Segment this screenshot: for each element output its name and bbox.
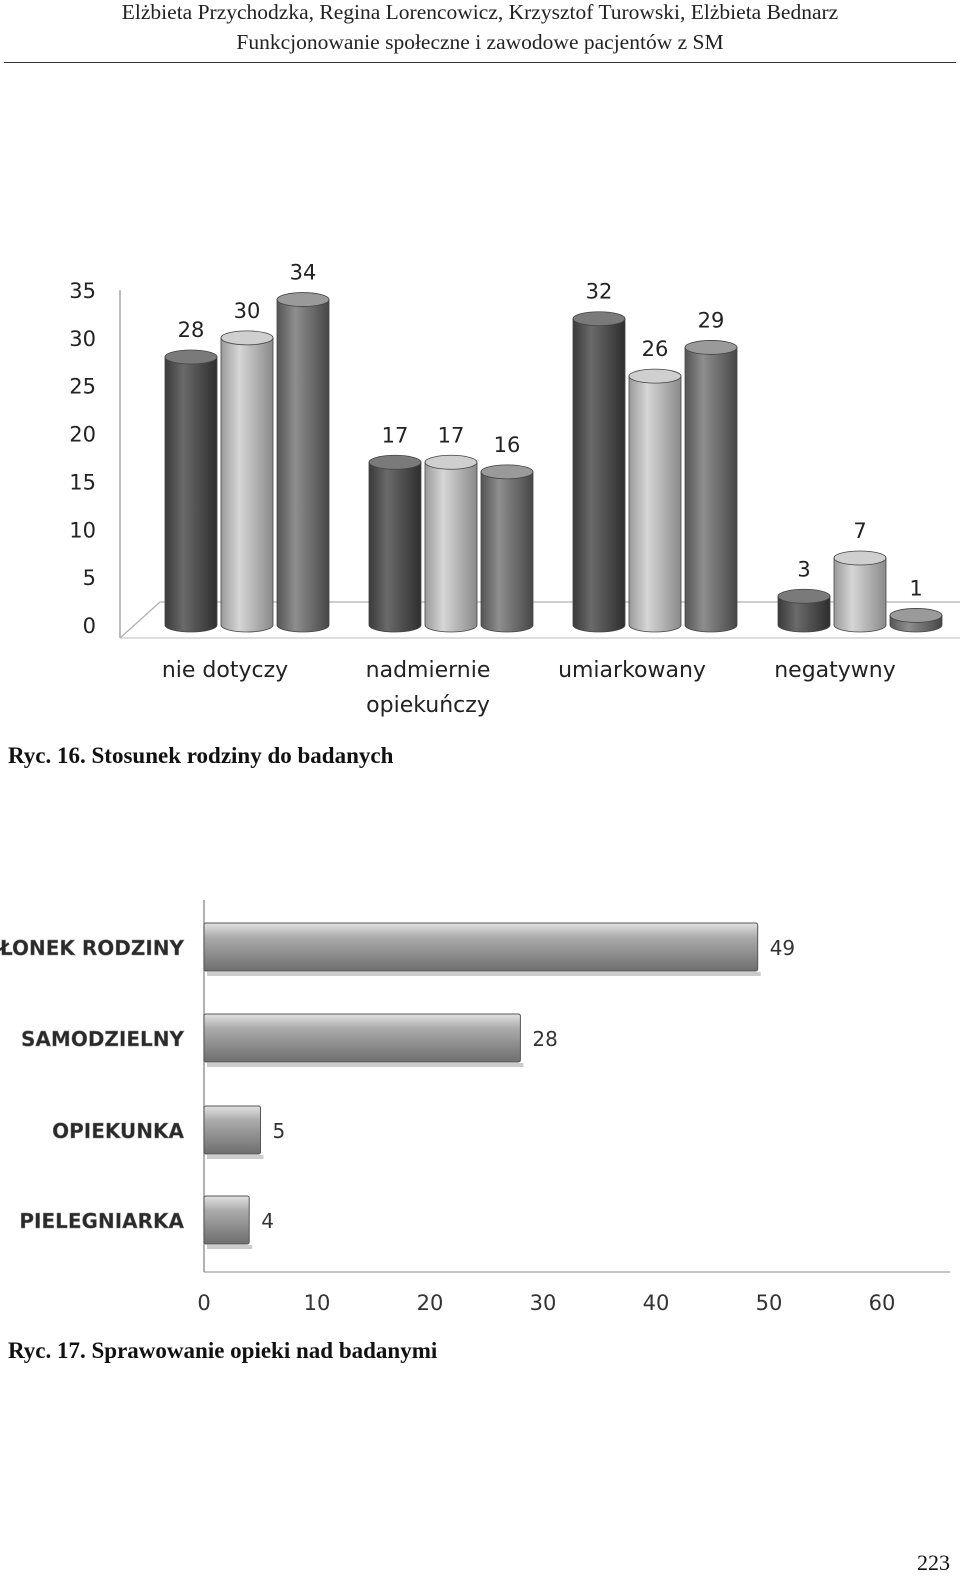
bar bbox=[203, 1105, 261, 1155]
bar-cap bbox=[368, 454, 422, 470]
y-tick-label: 35 bbox=[69, 279, 96, 303]
data-label: 32 bbox=[586, 280, 613, 304]
page-number: 223 bbox=[917, 1550, 950, 1575]
data-label: 34 bbox=[290, 261, 317, 285]
bar bbox=[203, 922, 759, 972]
category-label: PIELEGNIARKA bbox=[19, 1209, 184, 1233]
data-label: 3 bbox=[797, 557, 810, 581]
y-tick-label: 30 bbox=[69, 327, 96, 351]
x-tick-label: 60 bbox=[869, 1291, 896, 1315]
bar bbox=[368, 461, 422, 633]
header-rule bbox=[4, 62, 956, 63]
data-label: 28 bbox=[178, 318, 205, 342]
bar bbox=[480, 471, 534, 633]
bar bbox=[833, 557, 887, 633]
category-label: negatywny bbox=[774, 658, 896, 683]
category-label: nie dotyczy bbox=[162, 658, 288, 683]
data-label: 29 bbox=[698, 308, 725, 332]
data-label: 30 bbox=[234, 299, 261, 323]
y-tick-label: 15 bbox=[69, 470, 96, 494]
category-label: umiarkowany bbox=[558, 658, 706, 683]
y-axis: 0 5 10 15 20 25 30 35 bbox=[69, 279, 960, 639]
chart-care-provision: 0 10 20 30 40 50 60 49 CZŁONEK RODZINY 28 SAMODZIE… bbox=[0, 900, 950, 1315]
data-label: 17 bbox=[382, 423, 409, 447]
category-label: nadmiernie bbox=[366, 658, 491, 683]
bar-cap bbox=[572, 311, 626, 327]
x-tick-label: 20 bbox=[417, 1291, 444, 1315]
header-authors: Elżbieta Przychodzka, Regina Lorencowicz… bbox=[121, 0, 839, 24]
y-tick-label: 5 bbox=[83, 566, 96, 590]
category-label: SAMODZIELNY bbox=[21, 1027, 184, 1051]
x-tick-label: 50 bbox=[756, 1291, 783, 1315]
chart-family-attitude: 0 5 10 15 20 25 30 35 28 17 32 3 30 17 26 7 34 16 29 1 nie d… bbox=[69, 261, 960, 718]
bar-row: 4 PIELEGNIARKA bbox=[19, 1195, 274, 1249]
bar-cap bbox=[276, 292, 330, 307]
data-label: 5 bbox=[273, 1119, 286, 1143]
category-label: CZŁONEK RODZINY bbox=[0, 936, 185, 960]
bar bbox=[777, 595, 831, 633]
series-3: 34 16 29 1 bbox=[276, 261, 943, 633]
data-label: 1 bbox=[909, 576, 922, 600]
series-2: 30 17 26 7 bbox=[220, 299, 887, 633]
bar bbox=[164, 356, 218, 633]
bar-row: 28 SAMODZIELNY bbox=[21, 1013, 558, 1067]
data-label: 28 bbox=[532, 1027, 557, 1051]
x-tick-label: 0 bbox=[197, 1291, 210, 1315]
data-label: 4 bbox=[261, 1209, 274, 1233]
bar-shadow bbox=[207, 1155, 264, 1159]
bar-cap bbox=[424, 454, 478, 470]
bar-cap bbox=[220, 330, 274, 346]
x-tick-label: 40 bbox=[643, 1291, 670, 1315]
data-label: 16 bbox=[494, 433, 521, 457]
header-title: Funkcjonowanie społeczne i zawodowe pacj… bbox=[236, 30, 724, 54]
x-tick-label: 30 bbox=[530, 1291, 557, 1315]
axes: 0 10 20 30 40 50 60 bbox=[197, 900, 950, 1315]
y-tick-label: 25 bbox=[69, 375, 96, 399]
y-tick-label: 20 bbox=[69, 423, 96, 447]
bar bbox=[276, 299, 330, 633]
bar bbox=[203, 1195, 250, 1245]
bar-cap bbox=[684, 340, 738, 355]
bar-cap bbox=[480, 464, 534, 480]
bar-cap bbox=[164, 349, 218, 365]
bar bbox=[203, 1013, 521, 1063]
x-tick-label: 10 bbox=[304, 1291, 331, 1315]
bar-cap bbox=[628, 368, 682, 384]
data-label: 26 bbox=[642, 337, 669, 361]
figure16-caption: Ryc. 16. Stosunek rodziny do badanych bbox=[8, 743, 394, 768]
category-label: opiekuńczy bbox=[366, 693, 490, 718]
data-label: 49 bbox=[770, 936, 795, 960]
y-tick-label: 0 bbox=[83, 614, 96, 638]
bar bbox=[684, 347, 738, 633]
bar-shadow bbox=[207, 1245, 253, 1249]
x-axis: nie dotyczy nadmiernie opiekuńczy umiarkowa… bbox=[162, 658, 896, 718]
figure17-caption: Ryc. 17. Sprawowanie opieki nad badanymi bbox=[8, 1338, 438, 1363]
bar-row: 5 OPIEKUNKA bbox=[52, 1105, 286, 1159]
bar-cap bbox=[889, 608, 943, 623]
category-label: OPIEKUNKA bbox=[52, 1119, 184, 1143]
bar-cap bbox=[777, 588, 831, 604]
bar-shadow bbox=[207, 1063, 524, 1067]
bar-shadow bbox=[207, 972, 761, 976]
bar bbox=[220, 337, 274, 633]
y-tick-label: 10 bbox=[69, 518, 96, 542]
bar bbox=[628, 375, 682, 633]
bar-cap bbox=[833, 550, 887, 566]
bar bbox=[424, 461, 478, 633]
bar bbox=[572, 318, 626, 633]
data-label: 17 bbox=[438, 423, 465, 447]
data-label: 7 bbox=[853, 519, 866, 543]
series-1: 28 17 32 3 bbox=[164, 280, 831, 633]
bar-row: 49 CZŁONEK RODZINY bbox=[0, 922, 795, 976]
